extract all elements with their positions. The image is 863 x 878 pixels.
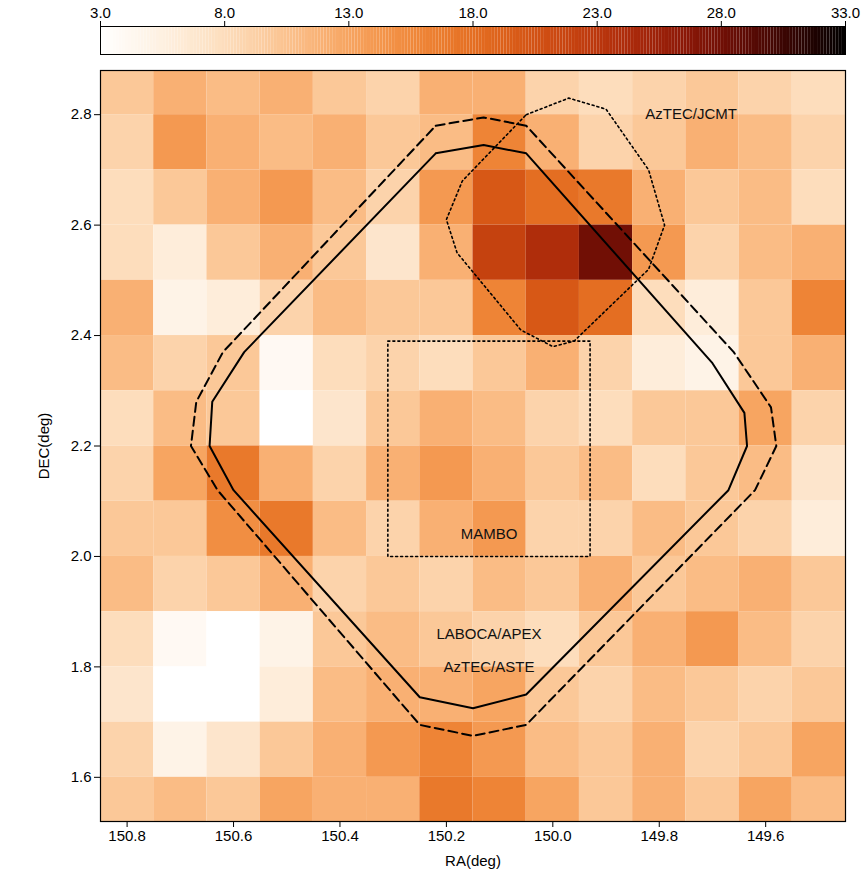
svg-text:8.0: 8.0 [214,4,235,21]
svg-text:AzTEC/JCMT: AzTEC/JCMT [645,105,737,122]
svg-text:150.6: 150.6 [215,827,253,844]
svg-text:149.6: 149.6 [747,827,785,844]
svg-text:13.0: 13.0 [334,4,363,21]
svg-text:150.4: 150.4 [321,827,359,844]
svg-text:MAMBO: MAMBO [461,525,518,542]
svg-text:LABOCA/APEX: LABOCA/APEX [436,625,541,642]
svg-text:28.0: 28.0 [707,4,736,21]
svg-text:150.2: 150.2 [428,827,466,844]
svg-text:2.6: 2.6 [71,216,92,233]
svg-text:18.0: 18.0 [458,4,487,21]
svg-text:33.0: 33.0 [831,4,860,21]
svg-text:150.0: 150.0 [534,827,572,844]
svg-text:AzTEC/ASTE: AzTEC/ASTE [444,658,535,675]
svg-text:149.8: 149.8 [640,827,678,844]
svg-text:DEC(deg): DEC(deg) [35,413,52,480]
svg-text:2.0: 2.0 [71,547,92,564]
svg-text:RA(deg): RA(deg) [445,852,501,869]
svg-text:1.8: 1.8 [71,658,92,675]
svg-text:150.8: 150.8 [108,827,146,844]
svg-text:2.4: 2.4 [71,326,92,343]
svg-text:1.6: 1.6 [71,768,92,785]
svg-text:2.2: 2.2 [71,437,92,454]
svg-text:3.0: 3.0 [90,4,111,21]
svg-text:2.8: 2.8 [71,105,92,122]
svg-text:23.0: 23.0 [583,4,612,21]
